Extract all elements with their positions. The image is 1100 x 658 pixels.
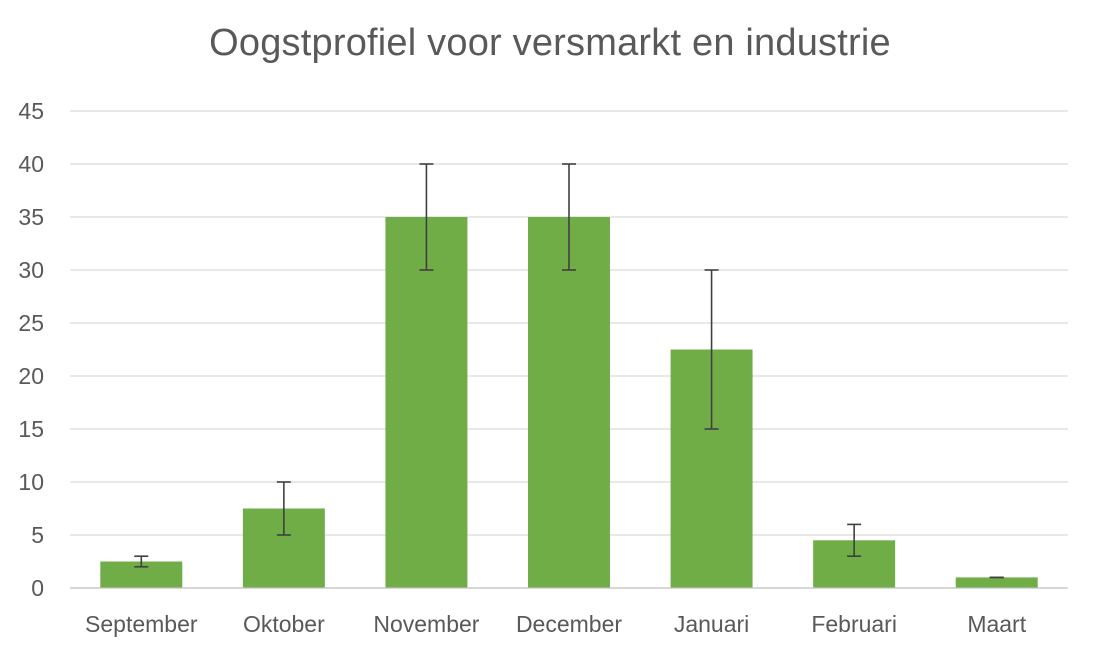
y-tick-label: 5 — [31, 522, 44, 548]
x-tick-label: September — [85, 611, 198, 637]
x-tick-label: Oktober — [243, 611, 325, 637]
y-tick-label: 25 — [18, 310, 44, 336]
y-tick-label: 35 — [18, 204, 44, 230]
x-tick-label: November — [373, 611, 479, 637]
bar — [528, 217, 610, 588]
bar — [955, 577, 1038, 588]
bar — [385, 217, 468, 588]
x-tick-label: Januari — [674, 611, 749, 637]
chart-title: Oogstprofiel voor versmarkt en industrie — [209, 22, 891, 64]
y-tick-label: 15 — [18, 416, 44, 442]
bars — [100, 217, 1038, 588]
x-tick-label: Maart — [967, 611, 1026, 637]
y-tick-label: 40 — [18, 151, 44, 177]
x-axis-ticks: September Oktober November December Januari F… — [85, 611, 1027, 637]
y-tick-label: 10 — [18, 469, 44, 495]
y-tick-label: 30 — [18, 257, 44, 283]
y-tick-label: 0 — [31, 575, 44, 601]
y-tick-label: 20 — [18, 363, 44, 389]
x-tick-label: December — [516, 611, 622, 637]
x-tick-label: Februari — [811, 611, 897, 637]
y-axis-ticks: 0 5 10 15 20 25 30 35 40 45 — [18, 98, 44, 601]
y-tick-label: 45 — [18, 98, 44, 124]
error-bars — [134, 163, 1004, 579]
